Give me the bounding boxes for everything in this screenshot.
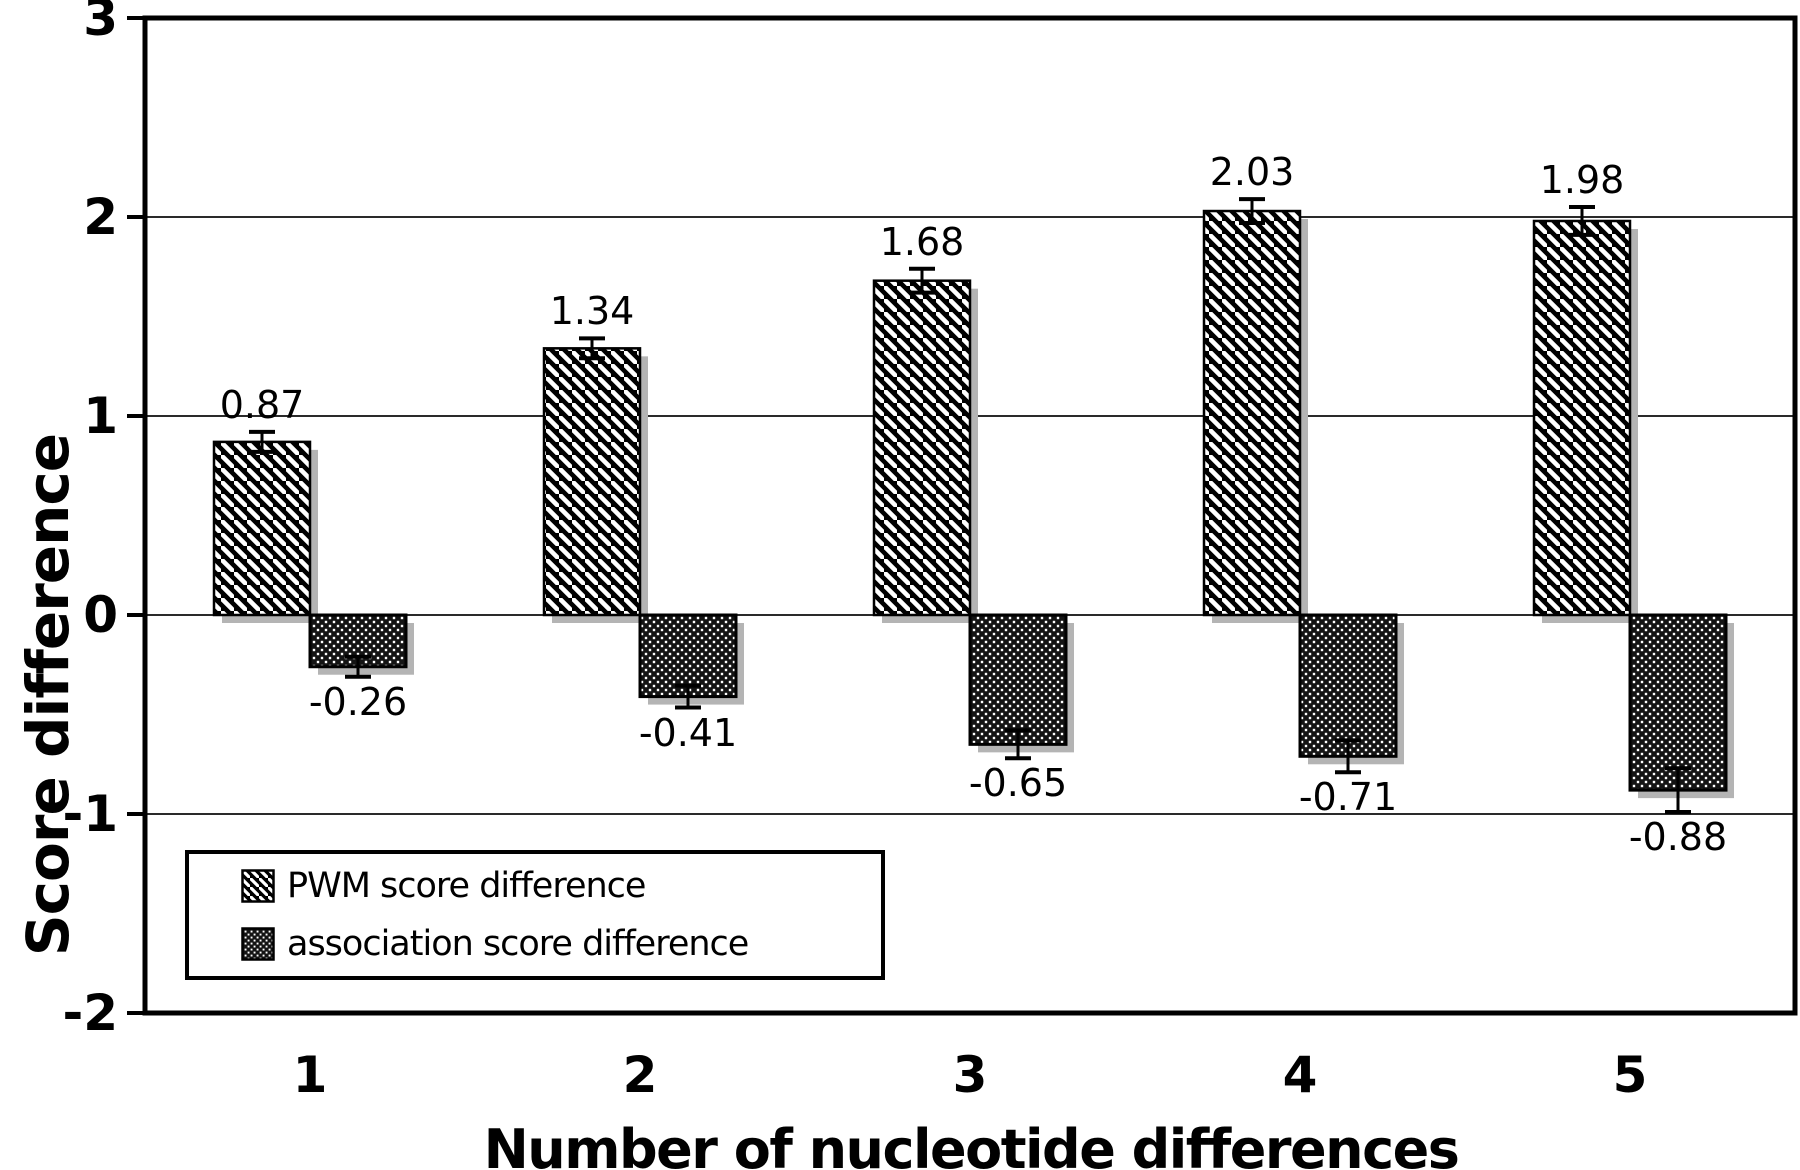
- bar-value-label: 1.98: [1539, 158, 1625, 203]
- x-tick-label: 3: [952, 1046, 988, 1104]
- legend-label-pwm: PWM score difference: [287, 866, 646, 906]
- association-bar: [1628, 613, 1728, 792]
- pwm-bar: [872, 279, 972, 617]
- x-tick-label: 5: [1612, 1046, 1648, 1104]
- legend-label-association: association score difference: [287, 924, 749, 964]
- bar-value-label: -0.88: [1628, 815, 1728, 859]
- bar-value-label: -0.65: [968, 761, 1068, 806]
- pwm-swatch-icon: [241, 869, 275, 903]
- x-tick-label: 4: [1282, 1046, 1318, 1104]
- plot-border: [142, 15, 1798, 1016]
- legend-item-pwm: PWM score difference: [241, 864, 646, 908]
- pwm-bar: [1532, 219, 1632, 617]
- legend: PWM score difference association score d…: [185, 850, 885, 980]
- bar-value-label: 2.03: [1209, 150, 1295, 195]
- y-axis-title: Score difference: [14, 434, 82, 956]
- bar-value-label: 1.68: [879, 219, 965, 264]
- bar-value-label: 1.34: [549, 289, 635, 334]
- legend-item-association: association score difference: [241, 922, 749, 966]
- x-tick-label: 2: [622, 1046, 658, 1104]
- bar-value-label: 0.87: [219, 382, 305, 427]
- y-tick-label: 0: [83, 586, 118, 644]
- x-axis-title: Number of nucleotide differences: [483, 1118, 1460, 1170]
- x-tick-label: 1: [292, 1046, 328, 1104]
- bar-value-label: -0.41: [638, 710, 738, 755]
- bar-value-label: -0.26: [308, 679, 408, 724]
- pwm-bar: [1202, 209, 1302, 617]
- y-tick-label: -2: [62, 984, 118, 1042]
- y-tick-label: 1: [83, 387, 118, 445]
- association-bar: [968, 613, 1068, 746]
- y-tick-label: -1: [62, 785, 118, 843]
- association-swatch-icon: [241, 927, 275, 961]
- bar-value-label: -0.71: [1298, 775, 1398, 820]
- y-tick-label: 2: [83, 188, 118, 246]
- y-tick-label: 3: [83, 0, 118, 47]
- pwm-bar: [542, 347, 642, 617]
- association-bar: [1298, 613, 1398, 758]
- pwm-bar: [212, 440, 312, 617]
